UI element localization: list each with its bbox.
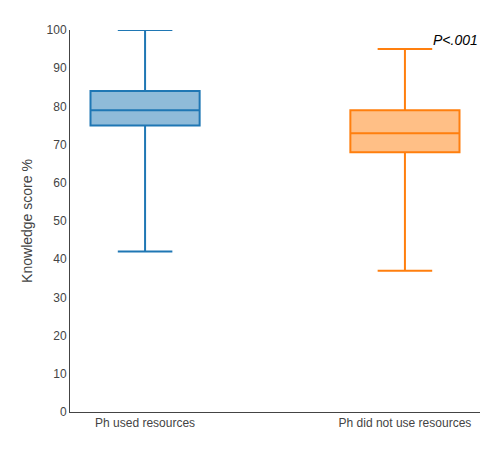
svg-text:50: 50 [53, 214, 67, 228]
svg-text:40: 40 [53, 252, 67, 266]
svg-text:30: 30 [53, 291, 67, 305]
svg-text:90: 90 [53, 61, 67, 75]
svg-text:0: 0 [60, 405, 67, 419]
svg-text:Knowledge score %: Knowledge score % [19, 159, 35, 283]
svg-text:20: 20 [53, 329, 67, 343]
svg-text:100: 100 [47, 23, 67, 37]
svg-text:10: 10 [53, 367, 67, 381]
svg-text:Ph used resources: Ph used resources [95, 416, 195, 430]
svg-text:P<.001: P<.001 [433, 32, 478, 48]
svg-text:80: 80 [53, 100, 67, 114]
svg-text:60: 60 [53, 176, 67, 190]
svg-text:Ph did not use resources: Ph did not use resources [339, 416, 472, 430]
svg-text:70: 70 [53, 138, 67, 152]
